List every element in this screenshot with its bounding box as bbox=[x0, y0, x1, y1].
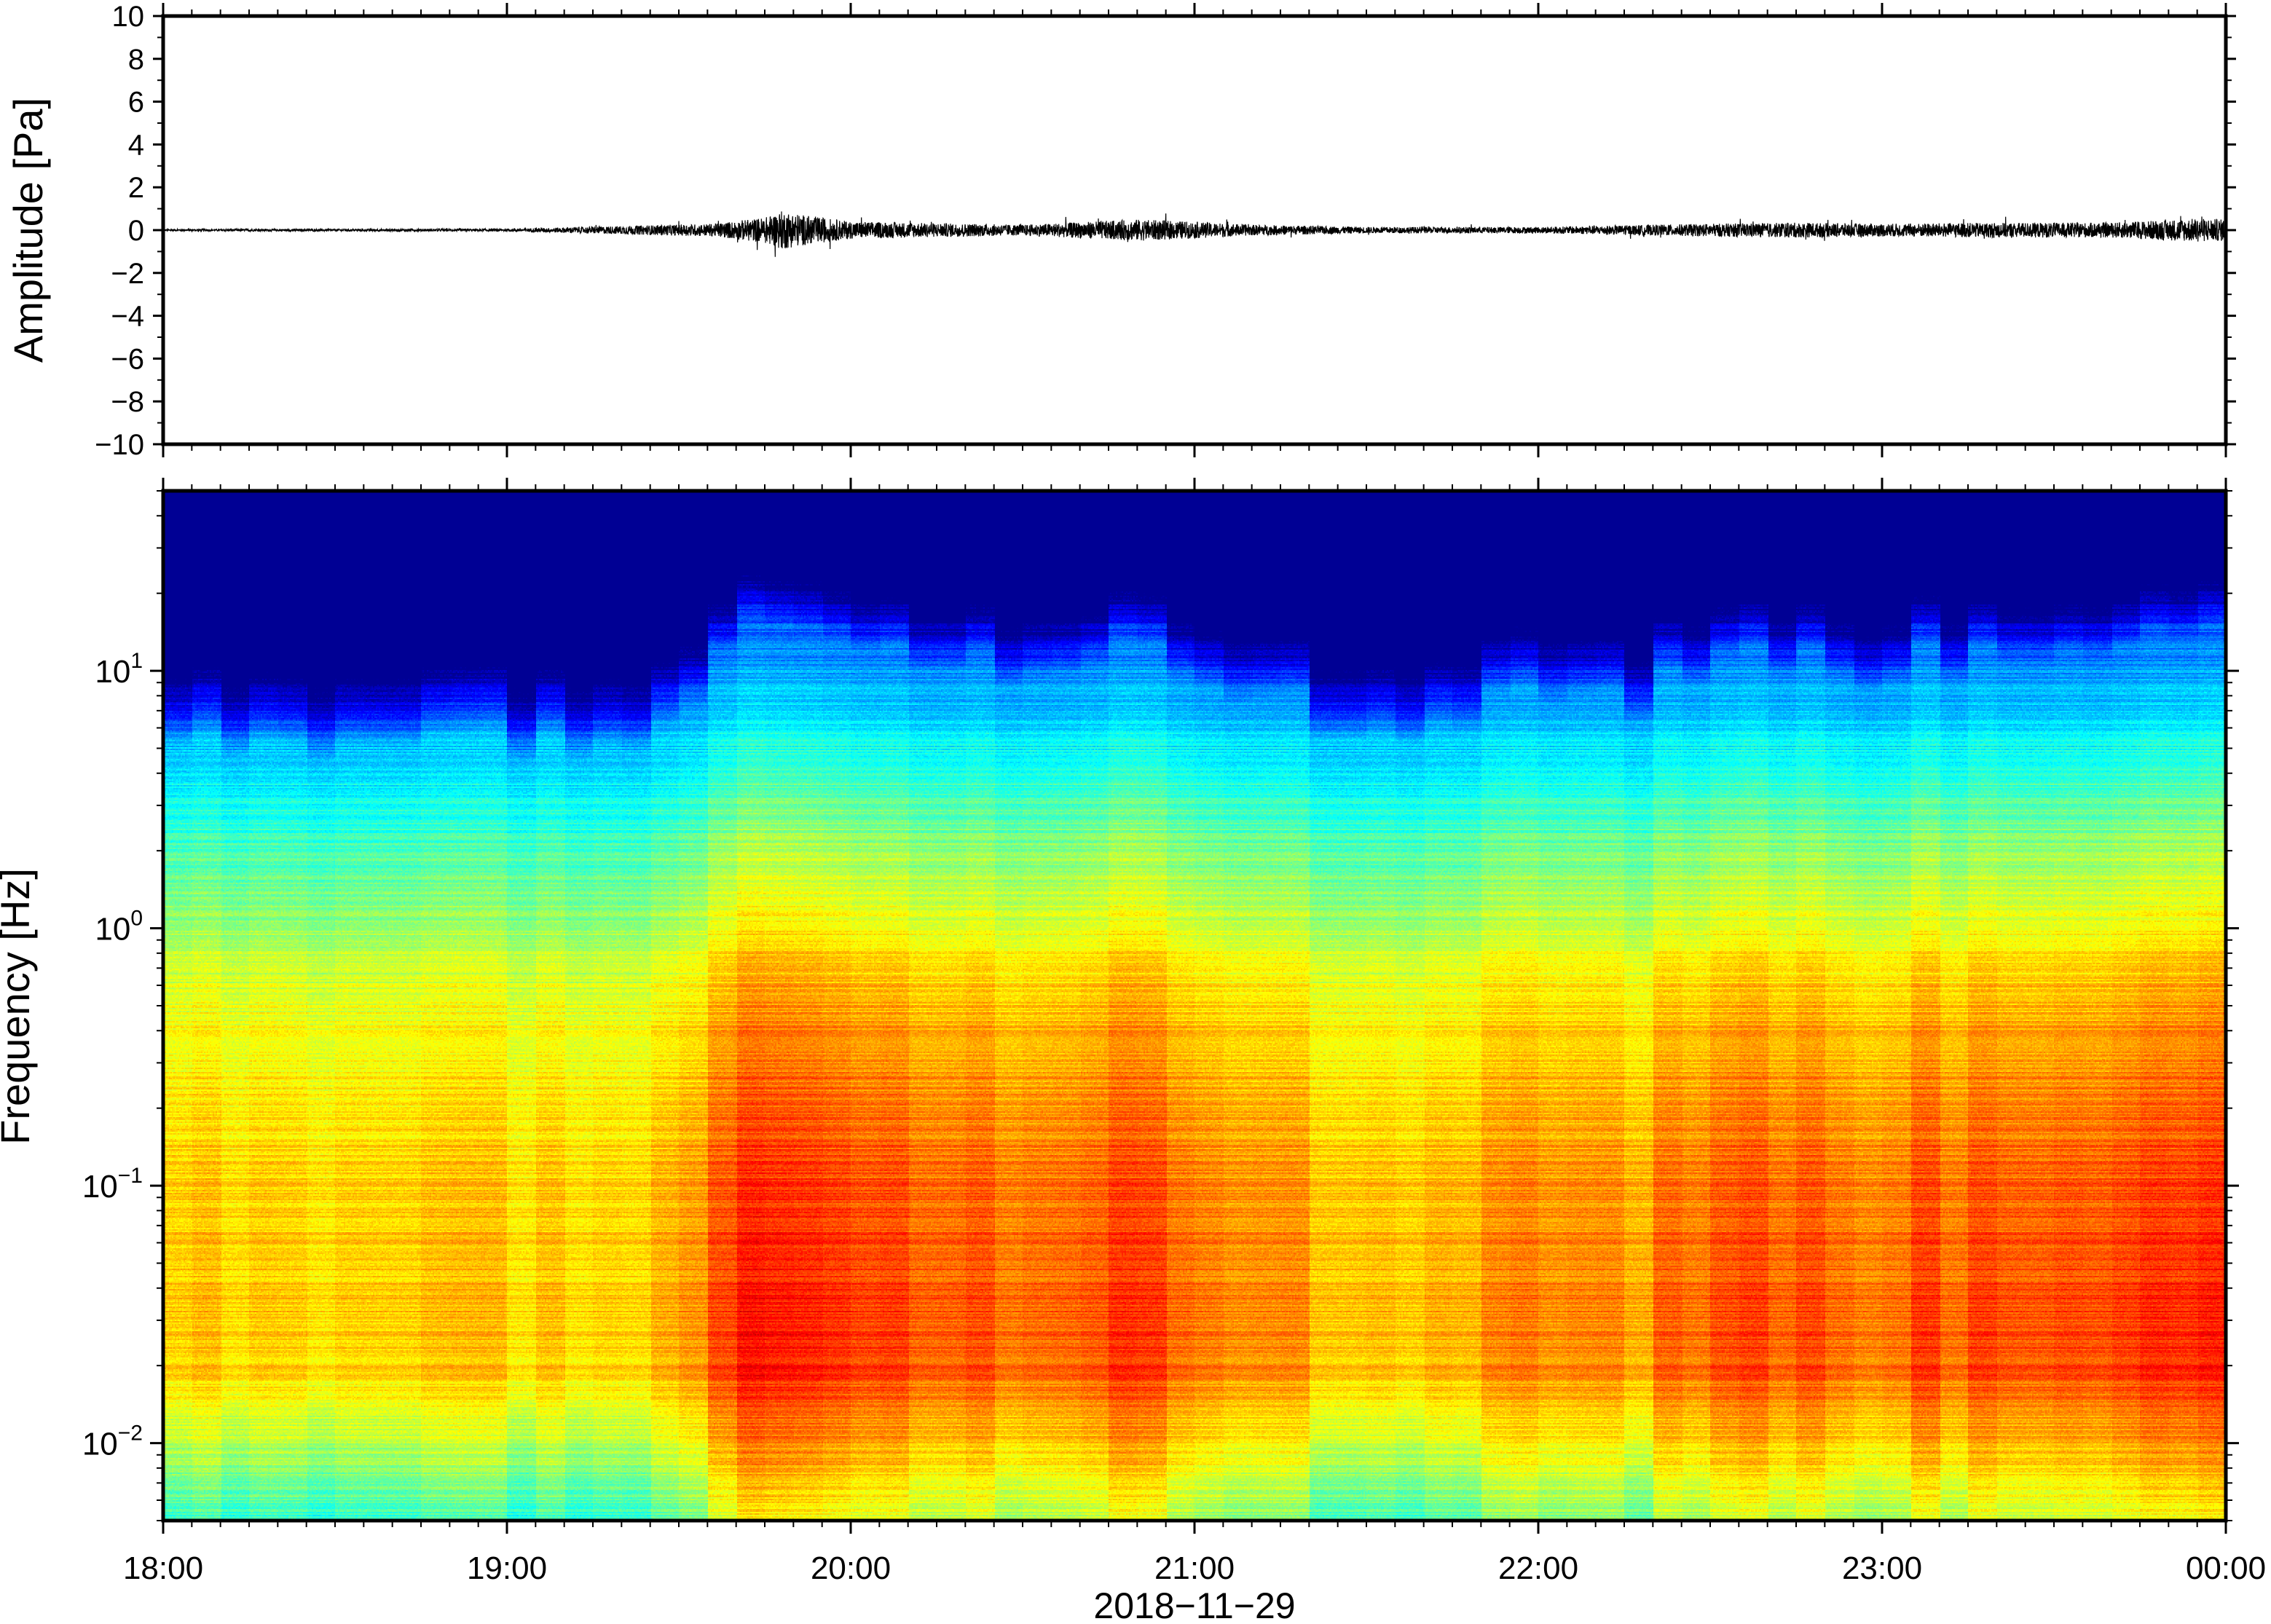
time-tick-label: 19:00 bbox=[467, 1550, 547, 1586]
time-tick-label: 23:00 bbox=[1842, 1550, 1922, 1586]
amplitude-tick-label: 2 bbox=[128, 172, 144, 204]
time-tick-label: 18:00 bbox=[123, 1550, 203, 1586]
amplitude-tick-label: −2 bbox=[111, 258, 144, 290]
waveform-trace bbox=[162, 211, 2227, 257]
amplitude-tick-label: 0 bbox=[128, 215, 144, 247]
frequency-tick-label: 10−2 bbox=[82, 1422, 143, 1462]
frequency-tick-label: 10−1 bbox=[82, 1164, 143, 1205]
amplitude-axis-label: Amplitude [Pa] bbox=[5, 98, 51, 363]
amplitude-tick-label: −6 bbox=[111, 343, 144, 375]
time-tick-label: 20:00 bbox=[811, 1550, 891, 1586]
amplitude-tick-label: −4 bbox=[111, 301, 144, 333]
time-tick-label: 21:00 bbox=[1154, 1550, 1235, 1586]
amplitude-tick-label: −10 bbox=[95, 429, 144, 461]
time-x-ticks: 18:00 19:00 20:00 21:00 22:00 23:00 00:00 bbox=[123, 478, 2266, 1586]
spectrogram-panel: 101 100 10−1 10−2 18:00 19:00 20:00 21:00 22:00… bbox=[0, 478, 2266, 1624]
amplitude-tick-label: 4 bbox=[128, 129, 144, 161]
amplitude-tick-label: 6 bbox=[128, 87, 144, 119]
spectrogram-image bbox=[163, 491, 2226, 1521]
amplitude-y-ticks: 10 8 6 4 2 0 −2 −4 −6 −8 −10 bbox=[95, 1, 2236, 461]
frequency-tick-label: 100 bbox=[95, 907, 143, 947]
amplitude-tick-label: 8 bbox=[128, 44, 144, 76]
amplitude-tick-label: 10 bbox=[112, 1, 145, 33]
frequency-axis-label: Frequency [Hz] bbox=[0, 868, 38, 1145]
time-tick-label: 22:00 bbox=[1498, 1550, 1578, 1586]
waveform-x-ticks bbox=[162, 3, 2227, 457]
time-tick-label: 00:00 bbox=[2186, 1550, 2266, 1586]
amplitude-tick-label: −8 bbox=[111, 386, 144, 418]
date-axis-label: 2018−11−29 bbox=[1093, 1585, 1295, 1624]
waveform-panel: 10 8 6 4 2 0 −2 −4 −6 −8 −10 Amplitude [Pa] bbox=[5, 1, 2236, 461]
frequency-tick-label: 101 bbox=[95, 649, 143, 690]
